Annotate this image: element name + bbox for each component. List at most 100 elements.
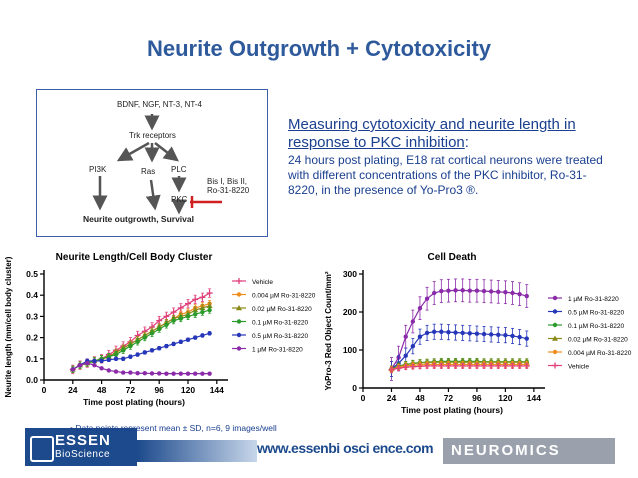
data-point [164,322,169,328]
data-point [424,362,431,369]
data-point [163,313,170,320]
data-point [474,288,480,293]
data-point [106,368,112,373]
data-point [85,360,90,366]
data-point [70,367,76,372]
data-point [510,290,515,296]
legend-marker [552,295,558,301]
x-tick-label: 96 [472,393,482,403]
cell-death-chart: Cell Death 0 100 200 300 0 24 48 72 96 120 144 Time … [320,246,638,427]
data-point [524,293,529,299]
data-point [92,358,97,364]
data-point [106,357,112,363]
data-point [453,330,458,335]
data-point [135,371,140,376]
data-point [178,339,183,345]
data-point [200,309,205,315]
legend-label: 0.004 µM Ro-31-8220 [252,293,316,300]
signaling-pathway-diagram: BDNF, NGF, NT-3, NT-4 Trk receptors PI3K… [36,89,268,237]
data-point [193,335,198,340]
pkc-label: PKC [171,195,188,204]
essen-logo-bottom: BioScience [55,449,111,460]
data-point [142,335,147,340]
data-point [459,362,466,369]
data-point [178,316,183,321]
y-tick-label: 0.4 [26,290,38,300]
data-point [142,371,147,376]
y-tick-label: 0.3 [26,311,38,321]
data-point [207,331,212,336]
data-point [170,309,177,316]
x-tick-label: 48 [415,393,425,403]
x-axis-label: Time post plating (hours) [83,397,185,407]
y-tick-label: 300 [343,269,357,279]
data-point [467,331,472,336]
data-point [128,354,133,359]
data-point [171,371,176,376]
pi3k-label: PI3K [89,165,107,174]
data-point [92,362,97,368]
data-point [77,362,83,368]
data-point [410,319,416,324]
y-tick-label: 0.5 [26,269,38,279]
data-point [466,362,473,369]
data-point [193,371,198,376]
series-group [388,362,530,373]
x-axis-label: Time post plating (hours) [401,405,503,415]
legend-label: 0.5 µM Ro-31-8220 [252,333,309,340]
y-tick-label: 0.0 [26,375,38,385]
data-point [185,337,191,342]
data-point [417,334,423,339]
legend-label: 0.004 µM Ro-31-8220 [568,350,632,357]
data-point [193,312,198,317]
essen-logo-top: ESSEN [55,432,111,449]
data-point [113,352,119,357]
plc-label: PLC [171,165,187,174]
data-point [207,371,212,376]
data-point [488,289,494,294]
data-point [99,366,104,371]
essen-logo: ESSEN BioScience [25,428,137,466]
data-point [453,288,458,293]
data-point [409,363,416,370]
data-point [157,371,162,376]
data-point [460,288,465,293]
y-axis-label: Neurite length (mm/cell body cluster) [4,256,13,397]
x-tick-label: 120 [498,393,512,403]
data-point [432,329,437,334]
inhibitors-label-line2: Ro-31-8220 [207,186,250,195]
footer-branding: ESSEN BioScience www.essenbi osci ence.c… [25,428,615,466]
data-point [517,334,522,340]
essen-logo-mark [30,436,54,462]
footer-gradient-strip [137,440,257,462]
data-point [403,353,408,358]
growth-factors-label: BDNF, NGF, NT-3, NT-4 [117,100,202,109]
data-point [438,362,445,369]
neurite-length-chart: Neurite Length/Cell Body Cluster 0.0 0.1 0.… [0,246,320,427]
data-point [524,336,529,341]
data-point [481,288,487,294]
data-point [410,344,416,349]
legend-marker [552,322,558,328]
trk-receptors-label: Trk receptors [129,131,176,140]
data-point [502,362,509,369]
data-point [467,288,472,293]
x-tick-label: 144 [527,393,541,403]
data-point [510,333,515,339]
data-point [517,291,522,297]
data-point [178,371,183,376]
data-point [128,343,133,349]
data-point [496,289,501,295]
x-tick-label: 120 [181,385,195,395]
pathway-arrows [92,114,222,215]
data-point [177,304,184,311]
data-point [417,306,423,311]
data-point [206,290,213,297]
x-tick-label: 72 [126,385,136,395]
x-tick-label: 96 [154,385,164,395]
outcome-label: Neurite outgrowth, Survival [83,214,194,224]
data-point [395,365,402,372]
data-point [460,330,465,336]
series-group [70,360,212,376]
data-point [424,330,430,336]
